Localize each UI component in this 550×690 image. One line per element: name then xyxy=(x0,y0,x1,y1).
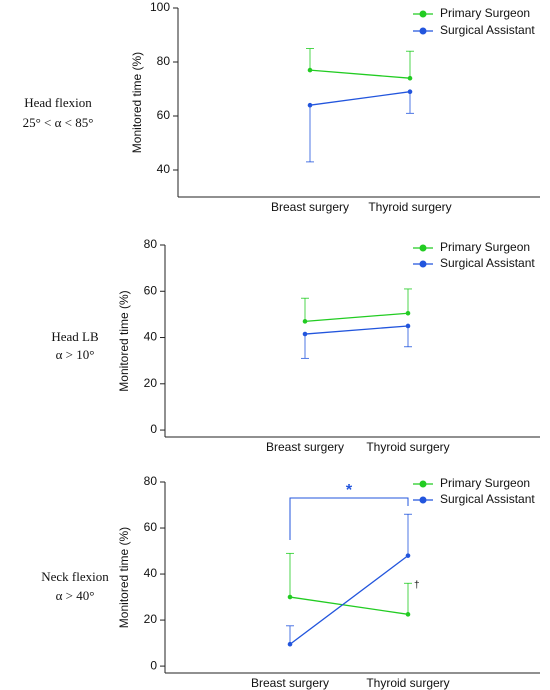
dagger-label: † xyxy=(414,580,420,591)
row-label: Neck flexion xyxy=(41,569,109,584)
row-label: α > 40° xyxy=(56,588,95,603)
y-tick-label: 60 xyxy=(157,108,171,122)
data-point xyxy=(307,67,313,73)
legend-label: Primary Surgeon xyxy=(440,476,530,490)
series-line xyxy=(289,596,409,615)
data-point xyxy=(407,89,413,94)
row-label: Head flexion xyxy=(24,95,92,110)
y-tick-label: 20 xyxy=(144,376,158,390)
series-line xyxy=(309,69,411,79)
legend-label: Primary Surgeon xyxy=(440,240,530,254)
significance-bracket xyxy=(289,497,409,540)
x-tick-label: Breast surgery xyxy=(271,200,349,214)
x-tick-label: Breast surgery xyxy=(266,440,344,454)
data-point xyxy=(307,102,313,108)
legend-marker xyxy=(419,260,427,268)
legend-marker xyxy=(419,10,427,18)
data-point xyxy=(302,319,308,324)
y-tick-label: 80 xyxy=(144,474,158,488)
data-point xyxy=(405,553,411,558)
legend-marker xyxy=(419,27,427,35)
y-axis-label: Monitored time (%) xyxy=(130,52,144,153)
y-tick-label: 60 xyxy=(144,520,158,534)
y-tick-label: 40 xyxy=(144,566,158,580)
legend-label: Surgical Assistant xyxy=(440,492,535,506)
data-point xyxy=(405,323,411,329)
y-axis-label: Monitored time (%) xyxy=(117,290,131,391)
legend-label: Primary Surgeon xyxy=(440,6,530,20)
x-tick-label: Thyroid surgery xyxy=(368,200,451,214)
x-tick-label: Thyroid surgery xyxy=(366,440,449,454)
row-label: 25° < α < 85° xyxy=(23,115,94,130)
y-axis-label: Monitored time (%) xyxy=(117,527,131,628)
legend-label: Surgical Assistant xyxy=(440,23,535,37)
y-tick-label: 80 xyxy=(144,237,158,251)
data-point xyxy=(287,641,293,647)
y-tick-label: 80 xyxy=(157,54,171,68)
y-tick-label: 20 xyxy=(144,612,158,626)
y-tick-label: 100 xyxy=(150,0,170,14)
y-tick-label: 0 xyxy=(150,422,157,436)
row-label: Head LB xyxy=(51,329,99,344)
y-tick-label: 0 xyxy=(150,658,157,672)
data-point xyxy=(407,75,413,81)
x-tick-label: Breast surgery xyxy=(251,676,329,690)
series-line xyxy=(304,312,409,322)
data-point xyxy=(302,331,308,337)
x-tick-label: Thyroid surgery xyxy=(366,676,449,690)
data-point xyxy=(405,612,411,617)
y-tick-label: 40 xyxy=(144,330,158,344)
series-line xyxy=(309,91,411,106)
legend-label: Surgical Assistant xyxy=(440,256,535,270)
y-tick-label: 60 xyxy=(144,283,158,297)
significance-label: * xyxy=(346,482,353,499)
series-line xyxy=(304,325,409,335)
legend-marker xyxy=(419,244,427,252)
row-label: α > 10° xyxy=(56,347,95,362)
legend-marker xyxy=(419,496,427,504)
data-point xyxy=(287,594,293,600)
series-line xyxy=(289,555,409,645)
legend-marker xyxy=(419,480,427,488)
data-point xyxy=(405,310,411,316)
y-tick-label: 40 xyxy=(157,162,171,176)
